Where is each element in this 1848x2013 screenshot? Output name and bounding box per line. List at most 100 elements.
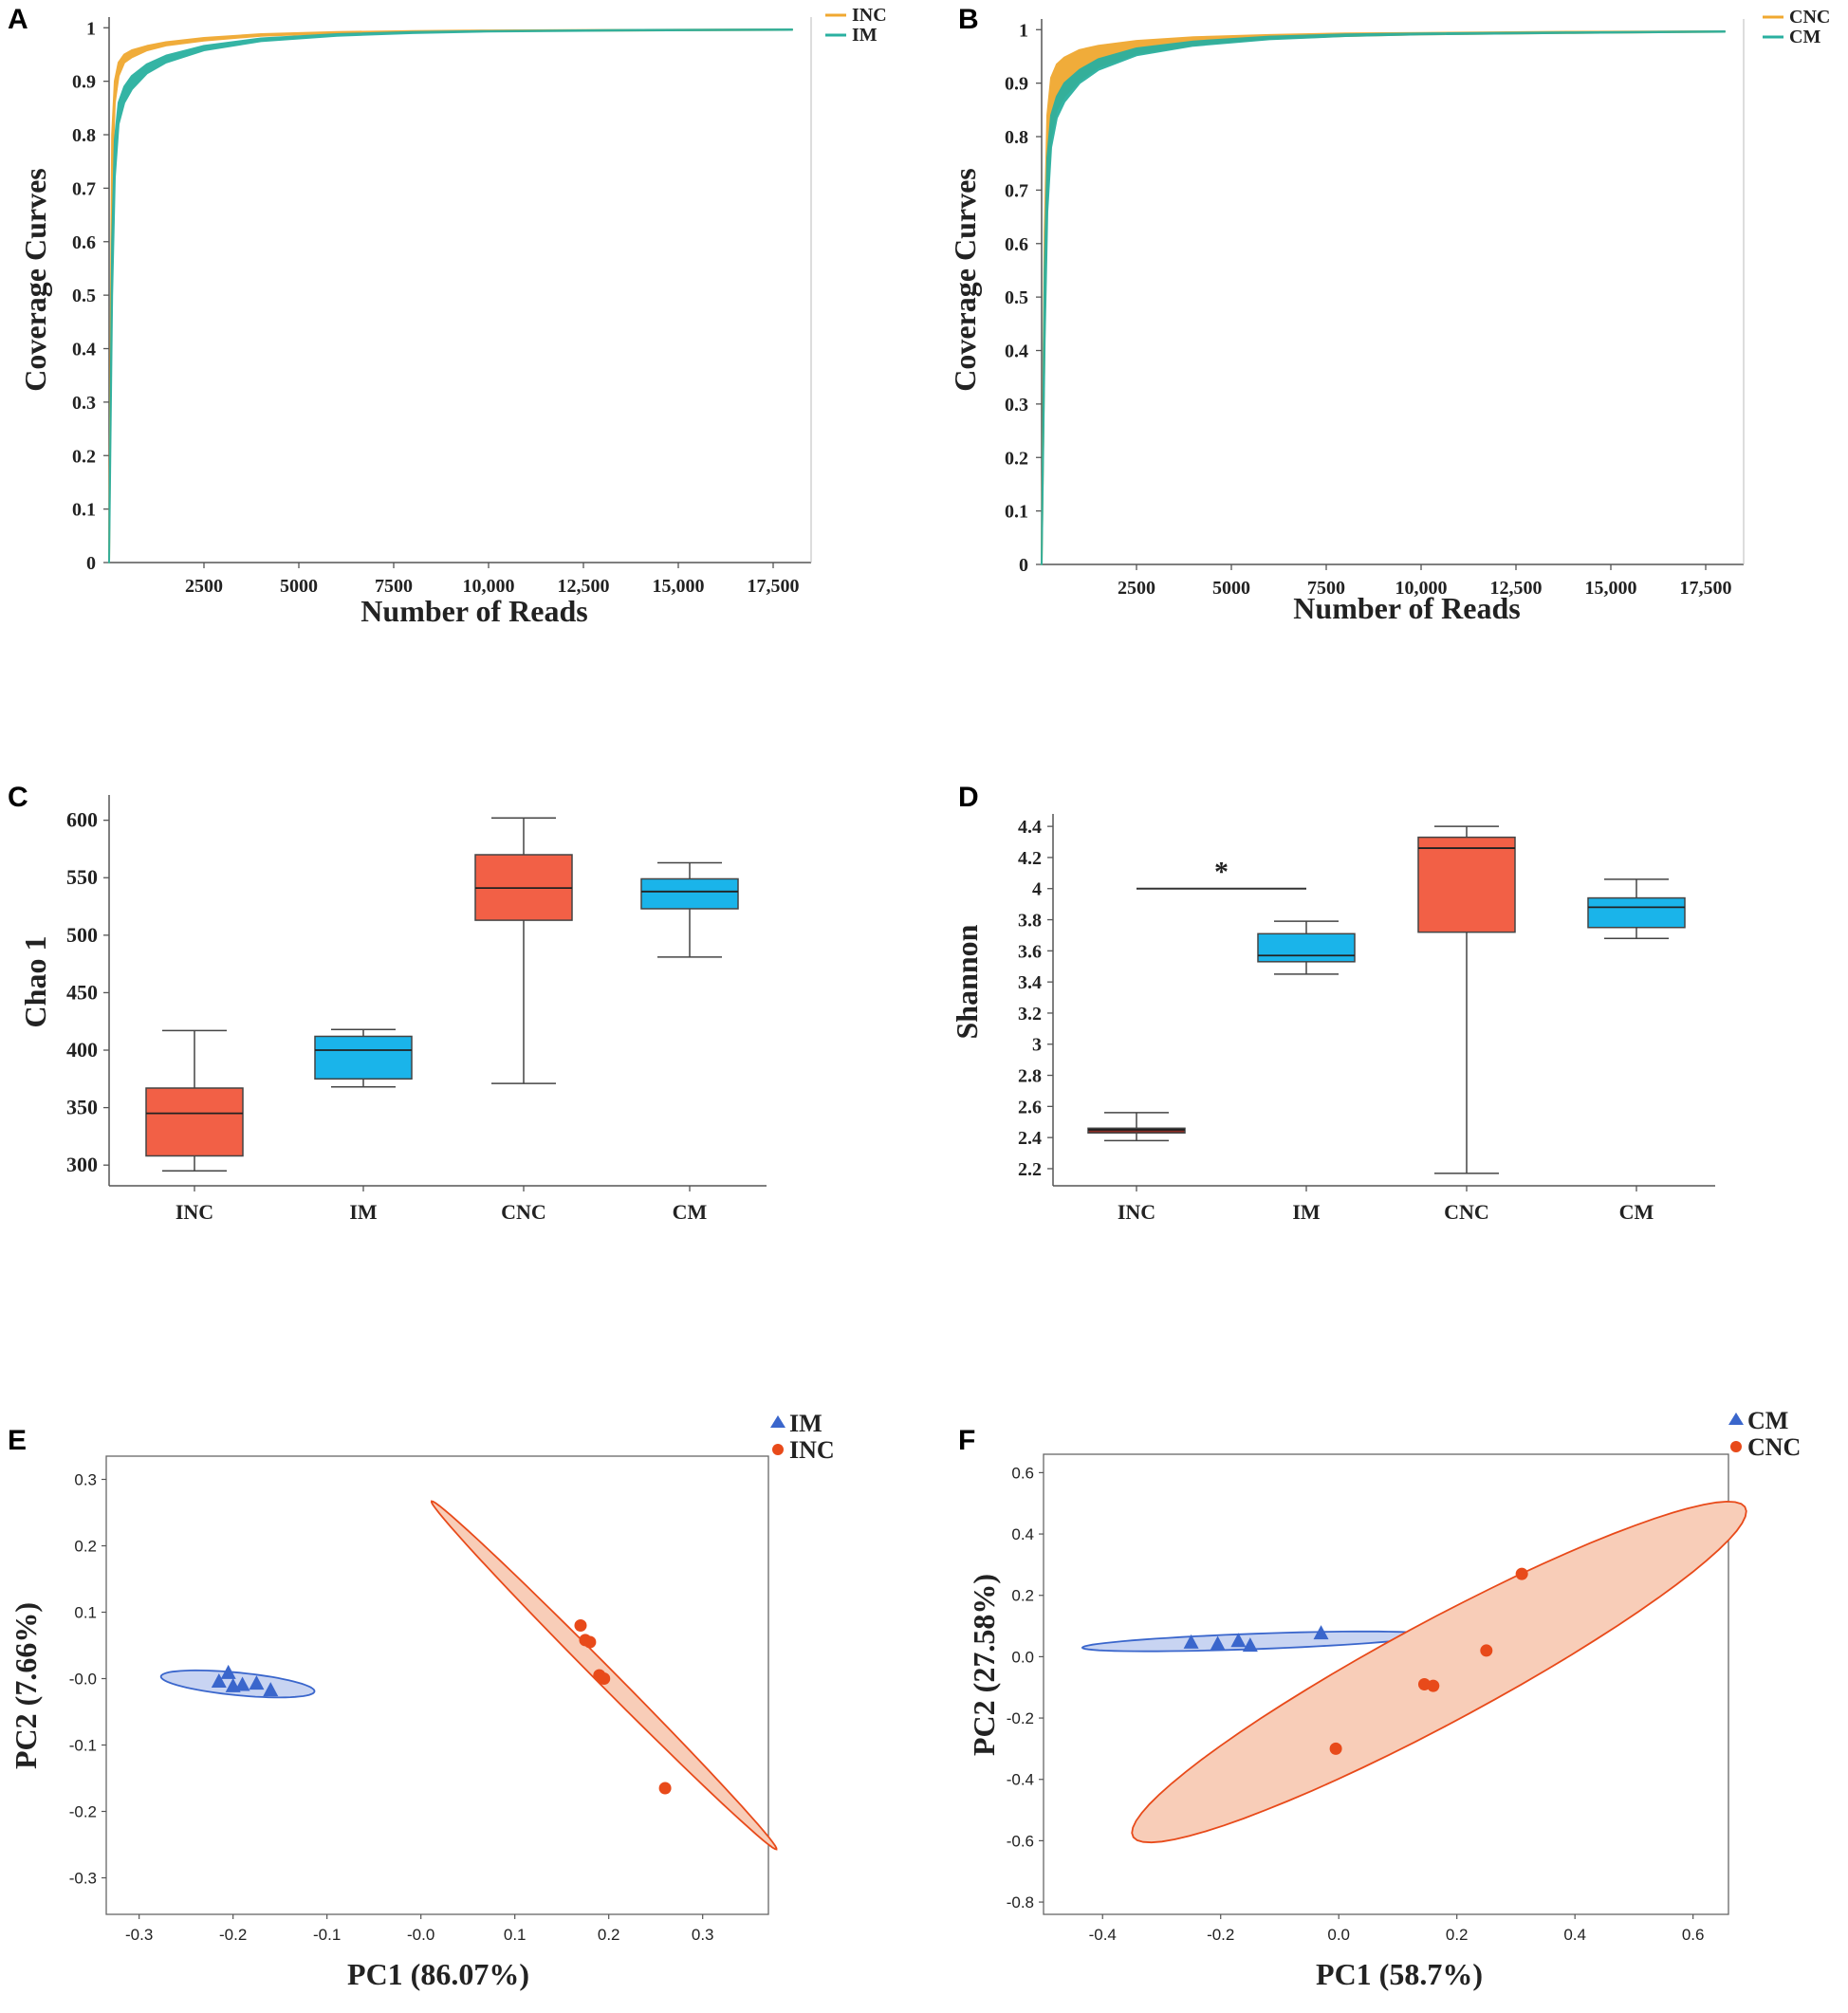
y-tick-label: 2.4 <box>1018 1128 1042 1149</box>
x-tick-label: 0.6 <box>1682 1926 1705 1944</box>
plot-frame <box>1043 1453 1729 1915</box>
plot-frame <box>105 1455 769 1915</box>
panel-label-d: D <box>958 782 979 813</box>
y-tick-label: -0.2 <box>69 1803 97 1821</box>
point-im <box>249 1675 265 1690</box>
y-tick-label: 0.6 <box>1011 1464 1034 1482</box>
y-tick-label: 4.2 <box>1018 848 1042 869</box>
y-axis-label: Shannon <box>950 924 984 1039</box>
x-tick-label: -0.3 <box>125 1926 153 1944</box>
confidence-ellipse-cnc <box>1131 1500 1747 1844</box>
x-tick-label: 2500 <box>1118 578 1155 599</box>
y-tick-label: 350 <box>66 1096 98 1119</box>
x-tick-label: 17,500 <box>1680 578 1732 599</box>
y-tick-label: 600 <box>66 808 98 832</box>
series-band-cm <box>1041 30 1726 565</box>
box-cnc <box>1417 836 1516 933</box>
y-tick-label: -0.2 <box>1007 1709 1034 1727</box>
legend-label-im: IM <box>852 25 878 46</box>
point-cm <box>1242 1637 1258 1653</box>
legend-marker-inc <box>772 1444 784 1455</box>
y-tick-label: 0.8 <box>72 125 96 146</box>
coverage-chart-b: 0 0.1 0.2 0.3 0.4 0.5 0.6 0.7 0.8 0.9 1 2500 5000 750… <box>948 7 1830 625</box>
x-tick-label: 7500 <box>1307 578 1345 599</box>
point-cm <box>1230 1633 1247 1648</box>
x-tick-label: 12,500 <box>558 576 610 597</box>
series-band-inc <box>108 28 793 563</box>
x-tick-label: 5000 <box>280 576 318 597</box>
y-tick-label: 400 <box>66 1038 98 1062</box>
y-tick-label: 0.1 <box>1005 502 1028 523</box>
pca-chart-e: 0.3 0.2 0.1 -0.0 -0.1 -0.2 -0.3 -0.3 -0.2 -0.1 -0.… <box>9 1410 835 1991</box>
y-tick-label: 0.2 <box>1005 448 1028 469</box>
panel-label-f: F <box>958 1425 975 1456</box>
y-tick-label: 3.6 <box>1018 941 1042 962</box>
y-axis-label: PC2 (7.66%) <box>9 1602 43 1769</box>
y-tick-label: 1 <box>86 18 96 39</box>
y-tick-label: 0.5 <box>1005 287 1028 308</box>
x-tick-label: IM <box>1292 1200 1321 1224</box>
point-cnc <box>1329 1742 1342 1755</box>
y-tick-label: 0.6 <box>1005 234 1028 255</box>
x-tick-label: -0.4 <box>1089 1926 1117 1944</box>
x-tick-label: 17,500 <box>748 576 800 597</box>
y-tick-label: 3.4 <box>1018 972 1042 993</box>
y-axis-label: PC2 (27.58%) <box>967 1574 1001 1756</box>
point-cm <box>1313 1625 1329 1640</box>
point-inc <box>574 1619 587 1632</box>
y-tick-label: -0.0 <box>69 1671 97 1689</box>
x-axis-label: Number of Reads <box>1293 591 1520 625</box>
point-im <box>234 1676 250 1691</box>
x-tick-label: 0.2 <box>598 1926 620 1944</box>
x-tick-label: 0.4 <box>1563 1926 1586 1944</box>
y-tick-label: 300 <box>66 1153 98 1176</box>
x-tick-label: -0.1 <box>313 1926 341 1944</box>
y-tick-label: 2.2 <box>1018 1159 1042 1180</box>
point-inc <box>658 1782 672 1795</box>
y-tick-label: 0.3 <box>74 1471 97 1489</box>
legend-label-im: IM <box>789 1410 822 1437</box>
x-tick-label: -0.0 <box>407 1926 434 1944</box>
x-tick-label: INC <box>1118 1200 1155 1224</box>
y-tick-label: 4.4 <box>1018 817 1042 838</box>
legend-label-cm: CM <box>1747 1407 1788 1434</box>
pca-chart-f: 0.6 0.4 0.2 0.0 -0.2 -0.4 -0.6 -0.8 -0.4 -0.2 0.0 0… <box>967 1407 1801 1991</box>
y-tick-label: 0.3 <box>1005 395 1028 416</box>
legend-label-cnc: CNC <box>1789 7 1830 28</box>
y-tick-label: 0.6 <box>72 232 96 253</box>
x-tick-label: 0.2 <box>1446 1926 1469 1944</box>
x-tick-label: 15,000 <box>1585 578 1637 599</box>
panel-label-e: E <box>8 1425 27 1456</box>
y-tick-label: 0.2 <box>74 1538 97 1556</box>
x-axis-label: PC1 (86.07%) <box>347 1957 529 1991</box>
y-tick-label: 4 <box>1032 879 1042 900</box>
x-tick-label: -0.2 <box>1207 1926 1234 1944</box>
chao1-boxplot: 300 350 400 450 500 550 600 INC IM CNC CM Chao 1 <box>18 795 767 1224</box>
y-tick-label: 3 <box>1032 1035 1042 1056</box>
point-im <box>263 1682 279 1697</box>
y-tick-label: 1 <box>1019 20 1028 41</box>
x-axis-label: PC1 (58.7%) <box>1316 1957 1483 1991</box>
y-tick-label: 0.3 <box>72 393 96 414</box>
x-tick-label: IM <box>349 1200 378 1224</box>
x-tick-label: 12,500 <box>1490 578 1543 599</box>
y-tick-label: 0.7 <box>72 178 96 199</box>
box-im <box>314 1035 413 1080</box>
x-tick-label: 10,000 <box>463 576 515 597</box>
series-band-im <box>108 28 793 563</box>
y-tick-label: -0.3 <box>69 1870 97 1888</box>
point-im <box>220 1664 236 1679</box>
y-tick-label: 450 <box>66 980 98 1004</box>
panel-label-b: B <box>958 4 979 35</box>
y-tick-label: 3.2 <box>1018 1004 1042 1025</box>
y-tick-label: -0.1 <box>69 1737 97 1755</box>
y-tick-label: 0.4 <box>1005 342 1028 362</box>
confidence-ellipse-cm <box>1081 1630 1432 1653</box>
y-axis-label: Chao 1 <box>18 936 52 1028</box>
box-cm <box>1587 896 1686 929</box>
box-cm <box>640 877 739 910</box>
y-tick-label: 0.1 <box>72 500 96 521</box>
y-tick-label: 0.7 <box>1005 180 1028 201</box>
y-axis-label: Coverage Curves <box>948 168 982 391</box>
